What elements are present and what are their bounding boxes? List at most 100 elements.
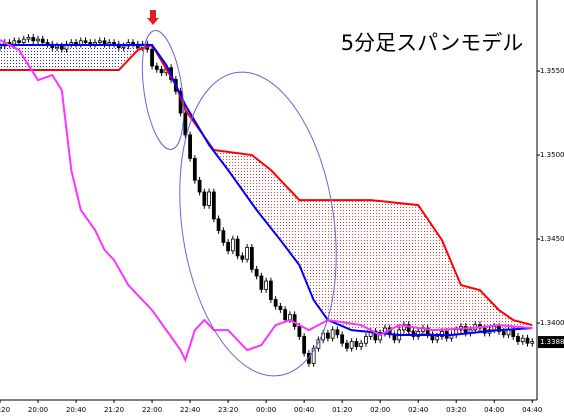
x-tick-label: 00:00 bbox=[256, 406, 276, 414]
candle-body bbox=[345, 342, 349, 349]
candle-body bbox=[340, 334, 345, 344]
candle-body bbox=[230, 238, 235, 252]
x-tick-label: 20:00 bbox=[28, 406, 48, 414]
candle-body bbox=[17, 40, 21, 43]
candle-body bbox=[112, 42, 116, 45]
x-tick-label: 00:40 bbox=[294, 406, 314, 414]
candle-body bbox=[216, 218, 221, 232]
highlight-ellipse bbox=[141, 30, 185, 150]
candle-body bbox=[254, 268, 259, 277]
candle-body bbox=[311, 347, 316, 364]
candle-body bbox=[297, 326, 302, 337]
candle-body bbox=[516, 336, 520, 342]
chart-title: 5分足スパンモデル bbox=[341, 31, 523, 55]
candle-body bbox=[121, 45, 126, 48]
candle-body bbox=[326, 332, 330, 339]
candle-body bbox=[26, 37, 31, 40]
candle-body bbox=[226, 242, 231, 252]
candle-body bbox=[440, 331, 444, 337]
y-tick-label: 1.35500 bbox=[540, 67, 564, 75]
candle-body bbox=[12, 40, 17, 45]
candle-body bbox=[240, 255, 245, 260]
candle-body bbox=[259, 275, 264, 290]
cloud-fill bbox=[0, 45, 151, 71]
x-ticks: 19:20 20:00 20:40 21:20 22:00 22:40 23:20 00:00… bbox=[0, 400, 542, 414]
x-tick-label: 21:20 bbox=[104, 406, 124, 414]
x-tick-label: 04:00 bbox=[484, 406, 504, 414]
candle-body bbox=[354, 341, 359, 347]
candle-body bbox=[36, 38, 40, 42]
candle-body bbox=[287, 314, 292, 321]
candle-body bbox=[150, 48, 154, 67]
candle-body bbox=[202, 191, 207, 206]
candle-body bbox=[316, 339, 321, 349]
candle-body bbox=[411, 331, 416, 337]
candle-body bbox=[59, 45, 64, 50]
candle-body bbox=[364, 336, 368, 344]
y-tick-label: 1.34500 bbox=[540, 235, 564, 243]
y-tick-label: 1.34000 bbox=[540, 319, 564, 327]
candle-body bbox=[69, 42, 74, 45]
candle-body bbox=[192, 158, 197, 181]
candle-body bbox=[154, 65, 159, 70]
candle-body bbox=[349, 341, 354, 349]
candle-body bbox=[40, 38, 45, 43]
candle-body bbox=[45, 42, 50, 45]
indicator-line bbox=[0, 39, 533, 363]
candle-body bbox=[264, 280, 269, 290]
candle-body bbox=[159, 68, 164, 74]
candle-body bbox=[74, 42, 78, 45]
candle-body bbox=[335, 329, 340, 336]
candle-body bbox=[102, 40, 107, 45]
x-tick-label: 19:20 bbox=[0, 406, 10, 414]
candle-body bbox=[501, 331, 506, 336]
candle-body bbox=[245, 247, 250, 260]
candle-body bbox=[525, 337, 530, 344]
candle-body bbox=[83, 40, 88, 43]
candle-body bbox=[273, 299, 278, 307]
arrow bbox=[147, 10, 159, 25]
candle-body bbox=[221, 230, 226, 243]
cloud bbox=[0, 45, 533, 335]
candle-body bbox=[249, 247, 254, 270]
highlight-ellipse bbox=[179, 71, 337, 377]
candle-body bbox=[406, 324, 411, 332]
candle-body bbox=[530, 341, 535, 344]
candle-body bbox=[435, 336, 440, 341]
last-price-label: 1.33887 bbox=[540, 338, 564, 346]
x-tick-label: 22:00 bbox=[142, 406, 162, 414]
candle-body bbox=[21, 38, 26, 43]
candle-body bbox=[207, 191, 211, 206]
cloud-fill bbox=[151, 45, 533, 335]
candle-body bbox=[497, 326, 501, 332]
x-tick-label: 04:40 bbox=[522, 406, 542, 414]
candle-body bbox=[268, 280, 273, 300]
candle-body bbox=[97, 40, 102, 43]
candle-body bbox=[292, 314, 297, 327]
last-price-box bbox=[538, 336, 564, 349]
x-tick-label: 03:20 bbox=[446, 406, 466, 414]
candle-body bbox=[416, 331, 421, 337]
candle-body bbox=[330, 329, 335, 339]
x-tick-label: 22:40 bbox=[180, 406, 200, 414]
candle-body bbox=[283, 309, 288, 321]
candle-body bbox=[197, 179, 202, 193]
x-tick-label: 02:00 bbox=[370, 406, 390, 414]
indicator-line bbox=[0, 44, 533, 336]
candle-body bbox=[88, 42, 93, 45]
candle-body bbox=[93, 42, 97, 45]
x-tick-label: 23:20 bbox=[218, 406, 238, 414]
candle-body bbox=[78, 40, 83, 45]
candle-body bbox=[302, 336, 307, 354]
x-tick-label: 20:40 bbox=[66, 406, 86, 414]
candle-body bbox=[0, 45, 2, 48]
candle-body bbox=[183, 112, 188, 136]
x-tick-label: 01:20 bbox=[332, 406, 352, 414]
candle-body bbox=[511, 329, 516, 337]
candle-body bbox=[520, 337, 525, 342]
candle-body bbox=[492, 326, 497, 331]
candle-body bbox=[402, 324, 406, 331]
candle-body bbox=[107, 42, 112, 45]
candle-body bbox=[55, 45, 59, 48]
